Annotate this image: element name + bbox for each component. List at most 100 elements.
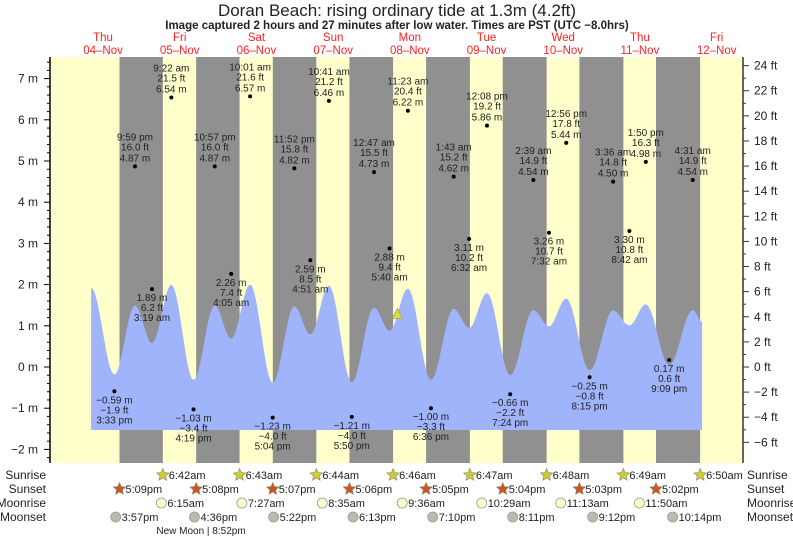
tide-height-ft: 10.7 ft: [535, 247, 563, 258]
tide-time: 4:51 am: [292, 284, 328, 295]
day-date: 12–Nov: [697, 45, 737, 57]
low-tide-event: 3.11 m10.2 ft6:32 am: [451, 236, 487, 274]
moonset-time: 3:57pm: [122, 512, 159, 524]
moonrise-icon: [634, 497, 645, 509]
low-tide-event: −1.03 m−3.4 ft4:19 pm: [175, 407, 212, 444]
tide-point: [428, 406, 433, 411]
sunrise-icon: [155, 467, 170, 481]
right-tick-label: −6 ft: [754, 435, 778, 449]
day-name: Sun: [323, 32, 343, 44]
tide-time: 12:47 am: [353, 138, 395, 149]
high-tide-event: 4.54 m14.9 ft4:31 am: [675, 146, 711, 182]
moonset-icon: [347, 511, 359, 523]
tide-point: [690, 177, 695, 182]
sunset-icon: [419, 481, 434, 495]
right-tick-label: 2 ft: [754, 335, 771, 349]
tide-point: [508, 392, 513, 397]
moonset-time: 7:10pm: [439, 512, 476, 524]
tide-height-ft: 14.8 ft: [599, 158, 627, 169]
tide-height-ft: 14.9 ft: [519, 156, 547, 167]
sunset-icon: [572, 481, 587, 495]
moonrise-icon: [316, 497, 328, 509]
tide-height-m: 4.62 m: [438, 164, 469, 175]
tide-height-m: 6.57 m: [235, 83, 266, 94]
tide-point: [326, 98, 331, 103]
tide-time: 10:57 pm: [194, 132, 236, 143]
tide-time: 9:59 pm: [117, 132, 153, 143]
tide-height-ft: 15.5 ft: [360, 148, 388, 159]
sunset-time: 5:03pm: [585, 484, 622, 496]
tide-point: [405, 108, 410, 113]
right-tick-label: 22 ft: [754, 84, 778, 98]
tide-point: [270, 415, 275, 420]
tide-height-ft: 16.3 ft: [632, 138, 660, 149]
tide-time: 1:43 am: [436, 143, 472, 154]
moonset-time: 5:22pm: [280, 512, 317, 524]
tide-time: 11:23 am: [387, 77, 428, 88]
sunrise-icon: [309, 467, 324, 481]
sunset-icon: [342, 481, 357, 495]
sun-moon-rows: Sunrise Sunrise 6:42am 6:43am 6:44am 6:46am 6:…: [0, 467, 793, 537]
moonset-time: 9:12pm: [599, 512, 636, 524]
low-tide-event: 2.26 m7.4 ft4:05 am: [213, 271, 249, 309]
right-tick-label: 8 ft: [754, 260, 771, 274]
sunset-time: 5:07pm: [279, 484, 316, 496]
moon-phase-label: New Moon | 8:52pm: [156, 526, 245, 537]
tide-time: 3:33 pm: [96, 415, 132, 426]
day-date: 08–Nov: [390, 45, 430, 57]
row-label-moonset: Moonset: [0, 510, 47, 524]
day-date: 11–Nov: [621, 45, 660, 57]
low-tide-event: −0.59 m−1.9 ft3:33 pm: [96, 389, 133, 426]
tide-time: 5:50 pm: [334, 441, 370, 452]
day-name: Fri: [710, 32, 723, 44]
right-tick-label: 0 ft: [754, 360, 771, 374]
tide-height-m: 5.86 m: [472, 113, 503, 124]
tide-point: [587, 375, 592, 380]
day-labels: Thu04–NovFri05–NovSat06–NovSun07–NovMon0…: [83, 32, 736, 57]
high-tide-event: 4.54 m14.9 ft2:39 am: [515, 146, 551, 182]
left-tick-label: 6 m: [18, 113, 38, 127]
sunrise-icon: [616, 467, 631, 481]
low-tide-event: 2.59 m8.5 ft4:51 am: [292, 258, 328, 295]
tide-height-ft: 14.9 ft: [679, 156, 707, 167]
moonrise-time: 6:15am: [167, 498, 204, 510]
tide-height-m: −1.03 m: [175, 413, 211, 424]
tide-time: 4:31 am: [675, 146, 711, 157]
row-label-moonrise-right: Moonrise: [747, 496, 793, 510]
right-tick-label: 24 ft: [754, 59, 778, 73]
tide-point: [149, 287, 154, 292]
right-tick-label: 14 ft: [754, 184, 778, 198]
moonset-icon: [427, 511, 439, 523]
tide-height-m: 2.59 m: [295, 264, 326, 275]
right-tick-label: 4 ft: [754, 310, 771, 324]
tide-height-ft: 20.4 ft: [394, 87, 422, 98]
moonrise-time: 11:50am: [645, 498, 687, 510]
tide-height-m: 4.87 m: [199, 153, 230, 164]
tide-point: [308, 258, 313, 263]
tide-height-ft: 15.8 ft: [280, 144, 308, 155]
sunrise-icon: [693, 467, 708, 481]
tide-point: [248, 94, 253, 99]
tide-time: 1:50 pm: [628, 128, 664, 139]
sunrise-time: 6:44am: [322, 470, 359, 482]
low-tide-event: 3.26 m10.7 ft7:32 am: [531, 230, 567, 268]
right-tick-label: 6 ft: [754, 285, 771, 299]
sunset-icon: [495, 481, 510, 495]
row-label-sunrise-right: Sunrise: [747, 468, 788, 482]
tide-time: 5:40 am: [372, 272, 408, 283]
day-name: Wed: [552, 32, 575, 44]
tide-time: 2:39 am: [515, 146, 551, 157]
tide-height-m: 4.98 m: [631, 149, 662, 160]
tide-height-m: 1.89 m: [137, 293, 168, 304]
tide-point: [546, 230, 551, 235]
sunset-time: 5:04pm: [509, 484, 546, 496]
tide-time: 9:22 am: [153, 64, 189, 75]
sunrise-time: 6:48am: [553, 470, 590, 482]
tide-point: [627, 229, 632, 234]
tide-time: 12:56 pm: [545, 109, 587, 120]
sunset-time: 5:05pm: [432, 484, 469, 496]
moonrise-time: 10:29am: [488, 498, 531, 510]
sunrise-icon: [386, 467, 401, 481]
